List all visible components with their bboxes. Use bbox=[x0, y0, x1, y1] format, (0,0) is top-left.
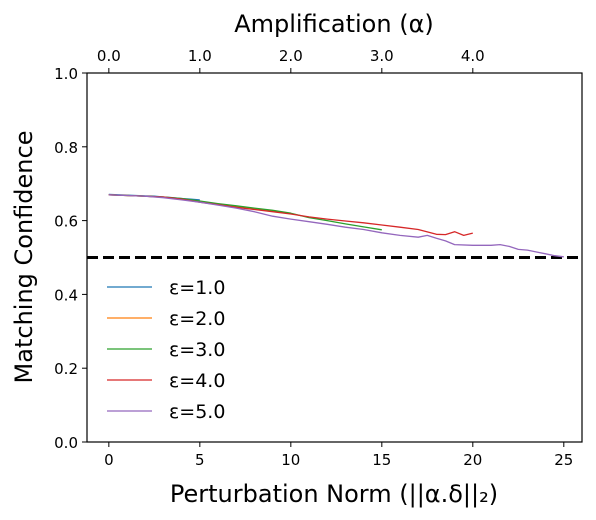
x-tick-label: 15 bbox=[372, 451, 391, 469]
y-axis-title: Matching Confidence bbox=[10, 131, 38, 384]
series-line-4 bbox=[108, 194, 473, 237]
y-tick-label: 0.4 bbox=[54, 286, 78, 304]
x-tick-label: 0 bbox=[104, 451, 114, 469]
x-axis-title: Perturbation Norm (||α.δ||₂) bbox=[170, 480, 498, 508]
legend-label: ε=2.0 bbox=[169, 308, 225, 330]
ticks-layer: 0 5 10 15 20 25 0.0 0.2 0.4 0.6 0.8 1.0 0.0 1.0 2.0 3.0… bbox=[54, 47, 573, 469]
legend-label: ε=3.0 bbox=[169, 339, 225, 361]
x-tick-label: 10 bbox=[281, 451, 300, 469]
legend-entry: ε=3.0 bbox=[107, 339, 225, 361]
y-tick-label: 0.0 bbox=[54, 434, 78, 452]
top-tick-label: 1.0 bbox=[188, 47, 212, 65]
legend-entry: ε=4.0 bbox=[107, 370, 225, 392]
legend-entry: ε=5.0 bbox=[107, 401, 225, 423]
series-line-5 bbox=[108, 194, 564, 258]
legend-entry: ε=1.0 bbox=[107, 277, 225, 299]
top-tick-label: 4.0 bbox=[461, 47, 485, 65]
legend-label: ε=1.0 bbox=[169, 277, 225, 299]
y-tick-label: 1.0 bbox=[54, 65, 78, 83]
top-tick-label: 3.0 bbox=[370, 47, 394, 65]
top-tick-label: 2.0 bbox=[279, 47, 303, 65]
x-tick-label: 20 bbox=[463, 451, 482, 469]
x-tick-label: 25 bbox=[554, 451, 573, 469]
plot-frame bbox=[86, 72, 583, 443]
x-tick-label: 5 bbox=[195, 451, 205, 469]
legend: ε=1.0 ε=2.0 ε=3.0 ε=4.0 ε=5.0 bbox=[107, 277, 225, 423]
top-axis-title: Amplification (α) bbox=[234, 10, 434, 38]
legend-label: ε=5.0 bbox=[169, 401, 225, 423]
y-tick-label: 0.6 bbox=[54, 213, 78, 231]
y-tick-label: 0.8 bbox=[54, 139, 78, 157]
series-line-3 bbox=[108, 194, 382, 231]
legend-label: ε=4.0 bbox=[169, 370, 225, 392]
legend-entry: ε=2.0 bbox=[107, 308, 225, 330]
y-tick-label: 0.2 bbox=[54, 360, 78, 378]
top-tick-label: 0.0 bbox=[97, 47, 121, 65]
series-layer bbox=[108, 193, 564, 258]
